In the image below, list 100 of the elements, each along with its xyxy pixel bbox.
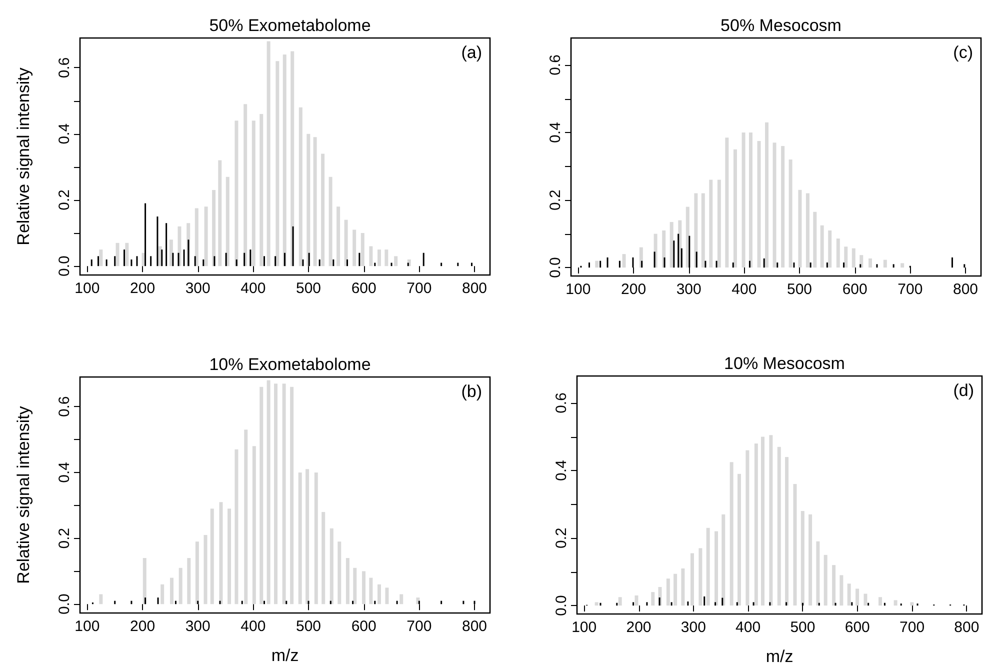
bar	[274, 384, 278, 604]
x-tick-label: 600	[842, 281, 868, 298]
bar	[674, 574, 678, 606]
bar	[252, 446, 256, 604]
bar	[864, 594, 868, 606]
bar	[212, 190, 216, 266]
y-tick-label: 0.0	[553, 595, 570, 616]
bar	[352, 230, 356, 266]
y-tick-label: 0.0	[547, 257, 564, 278]
bar	[742, 132, 746, 268]
x-tick-label: 800	[954, 619, 980, 636]
bar	[400, 594, 404, 604]
bar	[369, 578, 373, 604]
bar	[622, 254, 626, 268]
chart-title: 50% Exometabolome	[209, 16, 371, 35]
bar	[260, 386, 264, 604]
bar	[338, 542, 342, 604]
bar	[820, 225, 824, 268]
bar	[125, 242, 129, 266]
bar	[210, 508, 214, 604]
bar	[313, 137, 317, 266]
bar	[694, 193, 698, 268]
bar	[353, 568, 357, 604]
bar	[298, 472, 302, 604]
bar	[377, 250, 381, 266]
bar	[99, 594, 103, 604]
x-tick-label: 100	[74, 618, 100, 635]
bar	[594, 602, 598, 606]
bar	[244, 430, 248, 604]
bar	[856, 588, 860, 606]
bar	[900, 263, 904, 268]
bar	[282, 384, 286, 604]
bar	[714, 531, 718, 606]
bar	[204, 206, 208, 266]
y-tick-label: 0.0	[56, 256, 73, 277]
bar	[362, 571, 366, 604]
bar	[781, 146, 785, 268]
bar	[730, 462, 734, 606]
x-tick-label: 200	[621, 281, 646, 298]
x-tick-label: 500	[296, 280, 322, 297]
bar	[816, 541, 820, 606]
x-tick-label: 700	[406, 280, 432, 297]
bar	[832, 565, 836, 606]
bar	[99, 250, 103, 266]
bar	[618, 597, 622, 606]
bar	[116, 242, 120, 266]
y-tick-label: 0.2	[547, 190, 564, 210]
bar	[314, 472, 318, 604]
annotation: (a)	[461, 43, 482, 62]
y-tick-label: 0.0	[56, 594, 73, 615]
bar	[800, 511, 804, 606]
x-tick-label: 800	[462, 618, 488, 635]
bar	[651, 592, 655, 606]
bar	[746, 450, 750, 606]
bar	[808, 514, 812, 606]
y-tick-label: 0.6	[553, 392, 570, 414]
x-tick-label: 600	[351, 618, 376, 635]
bar	[226, 176, 230, 266]
bar	[276, 61, 280, 266]
chart-title: 10% Mesocosm	[724, 354, 845, 373]
bar	[234, 120, 238, 266]
bar	[266, 41, 270, 266]
x-tick-label: 300	[185, 280, 210, 297]
bar	[234, 449, 238, 604]
y-tick-label: 0.4	[56, 123, 73, 144]
y-tick-label: 0.4	[56, 462, 73, 483]
bar	[321, 154, 325, 266]
bar	[777, 446, 781, 606]
bar	[634, 595, 638, 606]
bar	[844, 246, 848, 268]
x-tick-label: 100	[74, 280, 100, 297]
x-tick-label: 600	[351, 280, 376, 297]
bar	[377, 584, 381, 604]
bar	[282, 54, 286, 266]
y-axis-title: Relative signal intensity	[14, 406, 33, 584]
bar	[244, 104, 248, 266]
chart-title: 10% Exometabolome	[209, 355, 371, 374]
bar	[894, 600, 898, 606]
bar	[878, 597, 882, 606]
bar	[328, 176, 332, 266]
bar	[204, 534, 208, 604]
bar	[690, 553, 694, 606]
bar	[754, 444, 758, 606]
x-tick-label: 200	[130, 280, 156, 297]
x-tick-label: 400	[736, 619, 761, 636]
bar	[336, 206, 340, 266]
x-tick-label: 700	[406, 618, 432, 635]
bar	[142, 558, 146, 604]
x-tick-label: 100	[566, 281, 591, 298]
bar	[698, 548, 702, 606]
bar	[330, 528, 334, 604]
y-tick-label: 0.6	[56, 396, 73, 418]
bar	[290, 386, 294, 604]
bar	[298, 107, 302, 266]
bar	[306, 134, 310, 266]
x-tick-label: 100	[572, 619, 597, 636]
bar	[670, 222, 674, 268]
y-axis-title: Relative signal intensity	[14, 67, 33, 246]
bar	[187, 558, 191, 604]
x-tick-label: 300	[680, 619, 706, 636]
